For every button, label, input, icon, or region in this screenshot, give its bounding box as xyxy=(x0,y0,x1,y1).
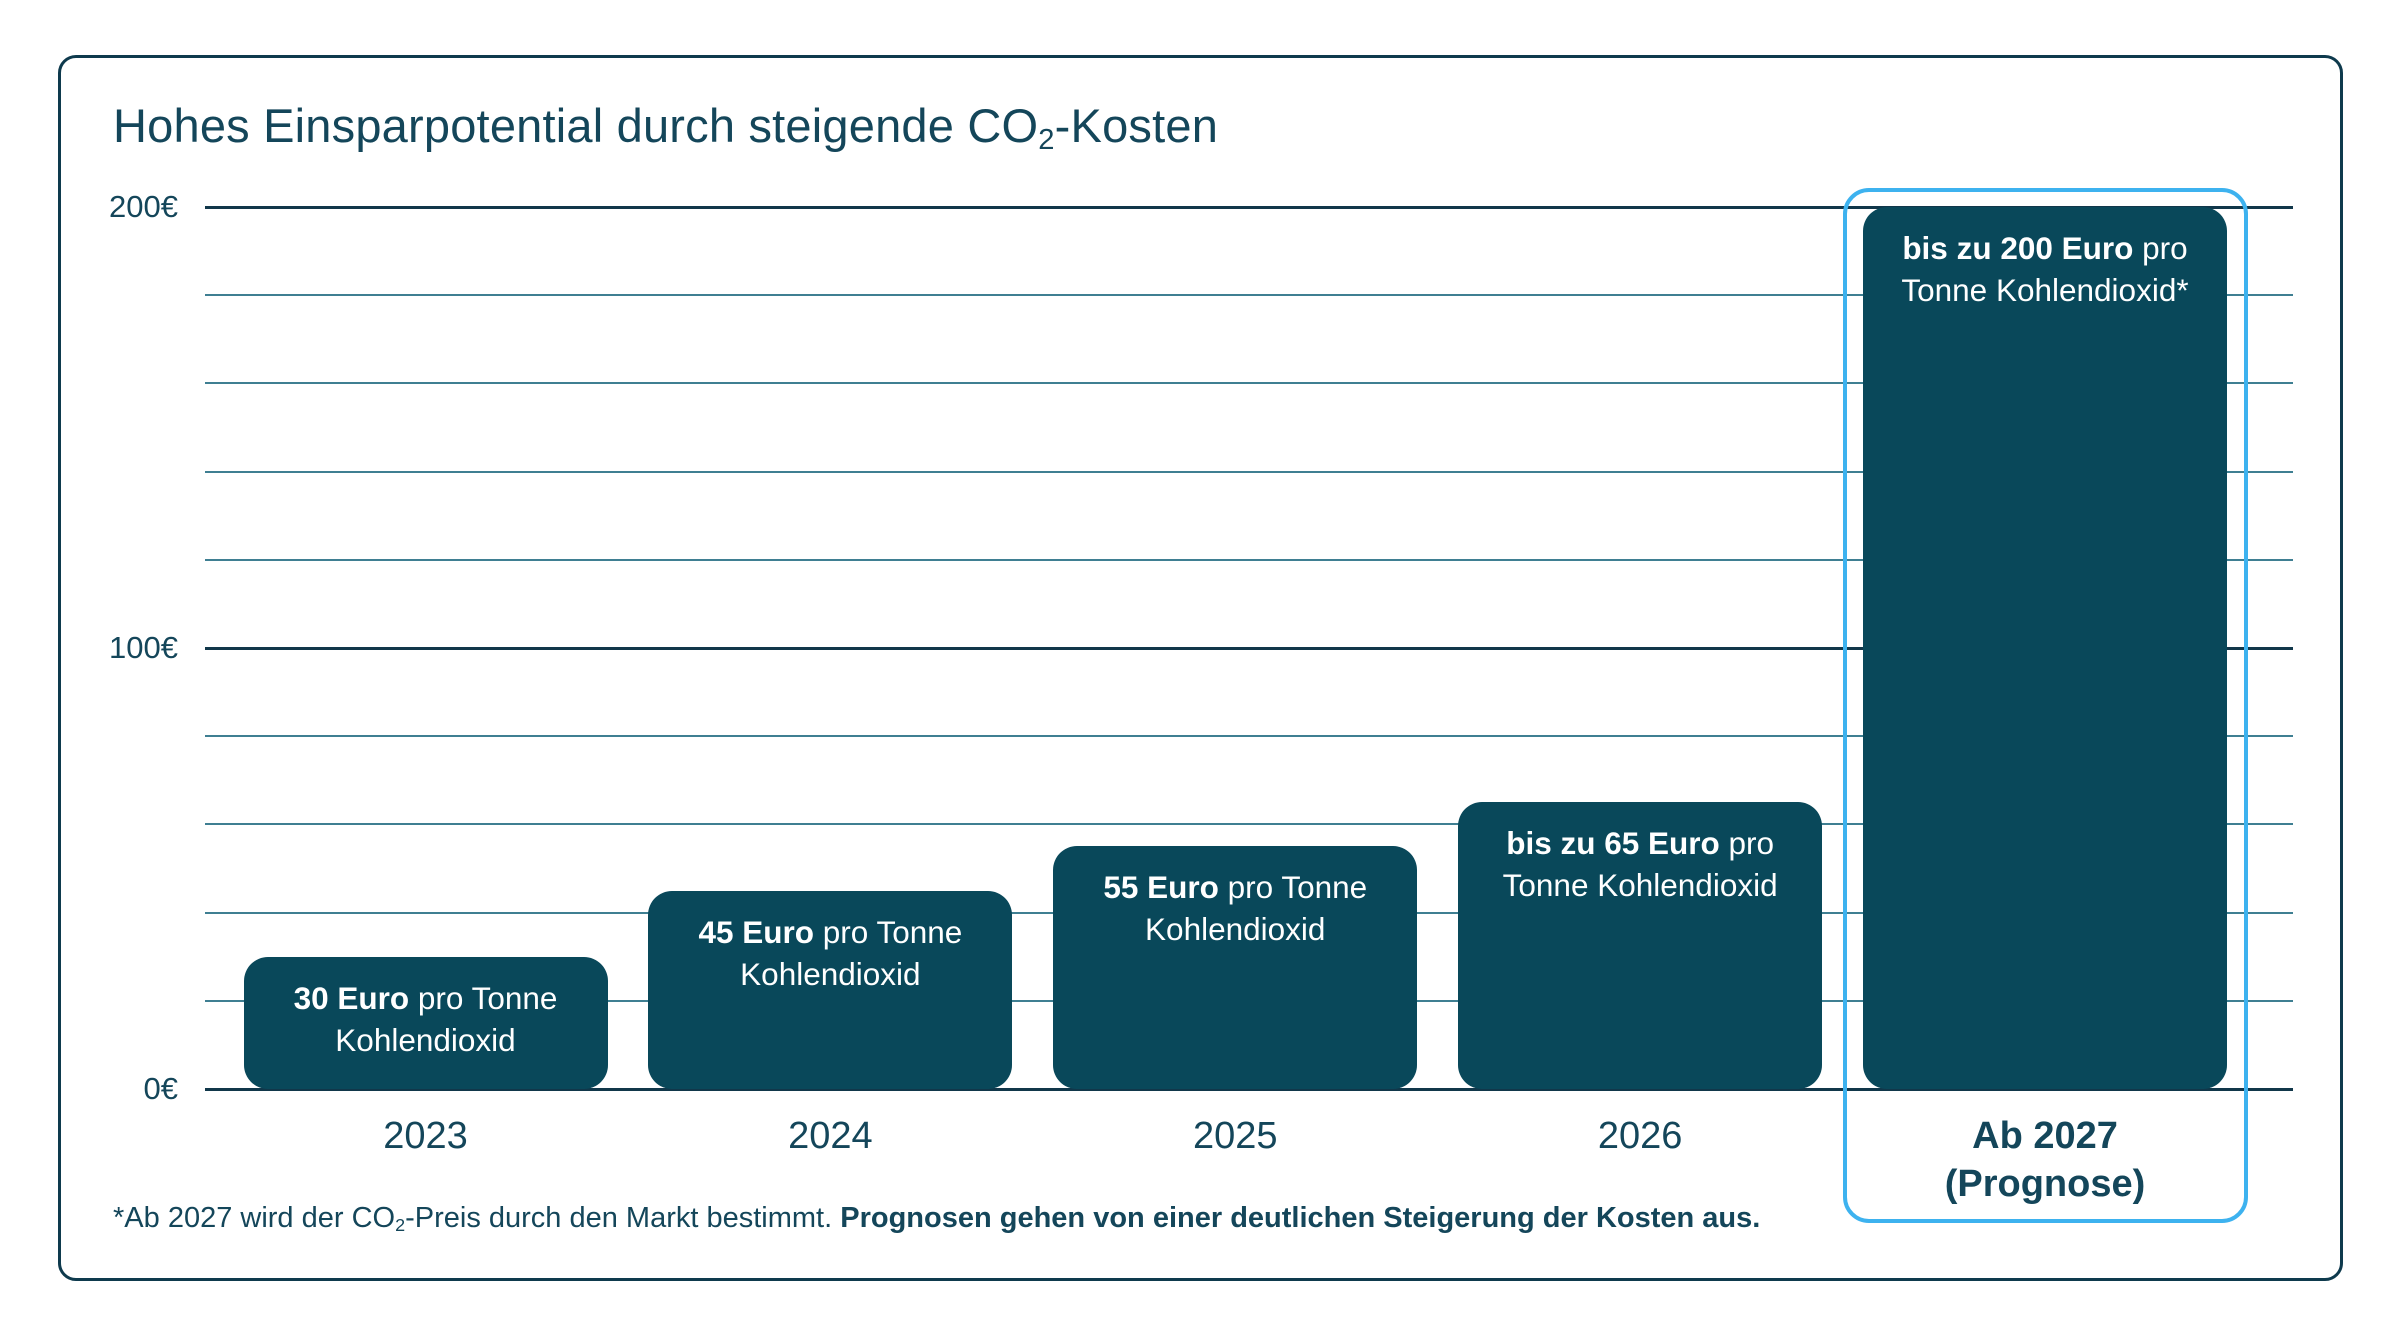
bar-value-label: 45 Euro pro Tonne Kohlendioxid xyxy=(648,891,1012,1089)
gridline-minor xyxy=(205,735,2293,738)
footnote-bold-text: Prognosen gehen von einer deutlichen Ste… xyxy=(840,1202,1761,1234)
gridline-major xyxy=(205,646,2293,650)
y-axis-label: 200€ xyxy=(109,189,178,224)
x-axis-label-line: 2024 xyxy=(788,1115,873,1157)
gridline-minor xyxy=(205,823,2293,826)
gridline-minor xyxy=(205,294,2293,297)
title-subscript: 2 xyxy=(1038,124,1055,157)
bar-value-rest: pro Tonne Kohlendioxid* xyxy=(1901,230,2189,308)
gridline-minor xyxy=(205,470,2293,473)
bar-value-label: bis zu 200 Euro pro Tonne Kohlendioxid* xyxy=(1863,207,2227,1089)
bar-value-bold: bis zu 200 Euro xyxy=(1902,230,2134,266)
x-axis-label-line: 2026 xyxy=(1597,1115,1683,1157)
bar: 45 Euro pro Tonne Kohlendioxid xyxy=(648,890,1013,1089)
x-axis-label-line: (Prognose) xyxy=(1944,1163,2146,1205)
x-axis-label-line: 2023 xyxy=(383,1115,468,1157)
bar: 55 Euro pro Tonne Kohlendioxid xyxy=(1053,846,1418,1089)
bar-value-bold: 45 Euro xyxy=(698,913,814,950)
title-text: Hohes Einsparpotential durch steigende C… xyxy=(113,99,1039,152)
footnote-text-middle: -Preis durch den Markt bestimmt. xyxy=(405,1202,841,1234)
x-axis-label: 2024 xyxy=(580,1112,1080,1160)
bar-value-rest: pro Tonne Kohlendioxid xyxy=(740,913,963,992)
x-axis-label: 2025 xyxy=(985,1112,1485,1160)
gridline-major xyxy=(205,1087,2293,1091)
bar-value-label: bis zu 65 Euro pro Tonne Kohlendioxid xyxy=(1458,802,1822,1089)
x-axis-label: 2026 xyxy=(1390,1112,1890,1160)
bar-value-label: 30 Euro pro Tonne Kohlendioxid xyxy=(244,957,608,1089)
bar-value-label: 55 Euro pro Tonne Kohlendioxid xyxy=(1053,846,1417,1089)
bar-value-rest: pro Tonne Kohlendioxid xyxy=(335,979,558,1058)
x-axis-label-line: 2025 xyxy=(1192,1115,1278,1157)
gridline-major xyxy=(205,205,2293,209)
bar-value-bold: 55 Euro xyxy=(1103,869,1219,906)
bar-value-rest: pro Tonne Kohlendioxid xyxy=(1502,825,1778,904)
gridline-minor xyxy=(205,382,2293,385)
bar-value-rest: pro Tonne Kohlendioxid xyxy=(1145,869,1368,948)
bar-value-bold: bis zu 65 Euro xyxy=(1506,825,1720,862)
y-axis-label: 100€ xyxy=(109,630,178,665)
footnote-subscript: 2 xyxy=(395,1215,406,1236)
x-axis-label: Ab 2027 (Prognose) xyxy=(1795,1112,2295,1208)
title-text-suffix: -Kosten xyxy=(1054,99,1219,152)
y-axis-label: 0€ xyxy=(143,1071,178,1106)
footnote-text: *Ab 2027 wird der CO xyxy=(113,1202,396,1234)
footnote: *Ab 2027 wird der CO2-Preis durch den Ma… xyxy=(113,1202,1760,1235)
x-axis-label-line: Ab 2027 xyxy=(1972,1115,2118,1157)
bar: bis zu 200 Euro pro Tonne Kohlendioxid* xyxy=(1863,207,2227,1089)
bar: 30 Euro pro Tonne Kohlendioxid xyxy=(243,956,608,1089)
gridline-minor xyxy=(205,558,2293,561)
x-axis-label: 2023 xyxy=(176,1112,676,1160)
bar: bis zu 65 Euro pro Tonne Kohlendioxid xyxy=(1458,802,1823,1089)
bar-value-bold: 30 Euro xyxy=(293,979,410,1016)
page-title: Hohes Einsparpotential durch steigende C… xyxy=(113,98,1219,157)
